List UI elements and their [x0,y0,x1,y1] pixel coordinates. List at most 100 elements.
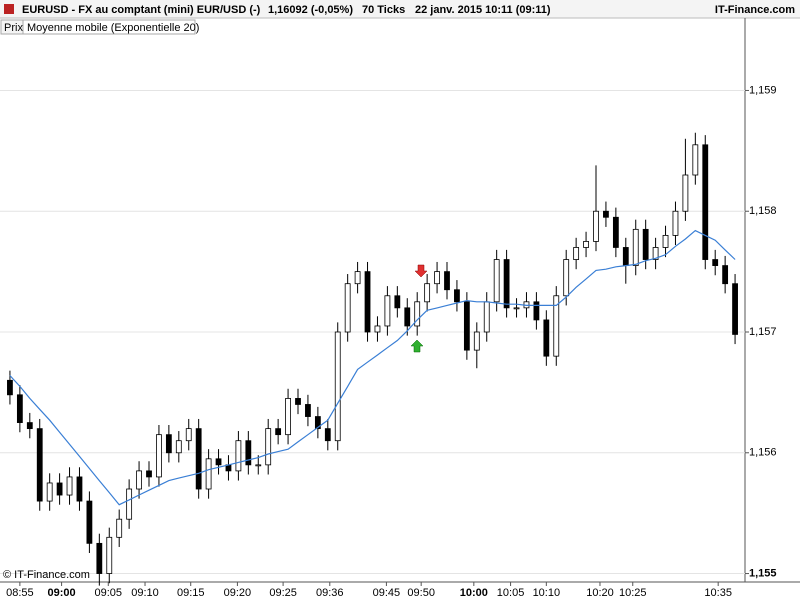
x-tick-label: 09:25 [269,587,297,599]
candle-body [175,440,182,454]
candle-body [344,283,351,333]
candle-body [265,428,272,466]
candle-body [632,228,639,266]
candle-body [593,210,599,242]
candle-body [86,500,93,544]
candle-body [285,398,291,436]
candle-body [76,476,83,502]
candle-body [444,271,450,291]
candle-body [136,470,142,490]
candle-body [543,319,550,357]
candle-body [16,394,23,423]
candle-body [672,210,679,236]
candle-body [652,247,659,260]
candle-body [305,404,311,417]
candle-body [712,259,719,266]
candle-body [364,271,371,333]
candle-body [533,301,540,321]
candle-body [374,325,381,333]
candle-body [7,379,13,396]
x-tick-label: 09:15 [177,587,205,599]
candle-body [314,416,321,430]
x-tick-label: 09:00 [48,587,76,599]
candle-body [56,482,63,496]
candle-body [573,247,580,260]
plot [0,89,749,586]
candle-body [116,518,123,538]
footer: © IT-Finance.com [3,569,90,581]
buy-signal [410,339,424,353]
header-symbol: EURUSD - FX au comptant (mini) EUR/USD (… [22,4,261,16]
header-brand: IT-Finance.com [715,4,795,16]
candle-body [563,259,570,297]
candle-body [553,295,560,357]
header-icon [4,4,14,14]
candle-body [583,241,589,248]
x-tick-label: 10:05 [497,587,525,599]
candle-body [26,422,33,430]
candle-body [185,428,192,442]
header-bar [0,0,800,18]
candle-body [473,331,480,351]
candle-body [215,458,222,466]
y-tick-label: 1,156 [749,447,777,459]
x-tick-label: 08:55 [6,587,34,599]
candle-body [324,428,331,442]
x-tick-label: 10:10 [533,587,561,599]
candle-body [46,482,53,502]
candle-body [66,476,73,496]
candle-body [275,428,282,436]
candle-body [195,428,202,490]
moving-average [9,229,736,506]
header-price: 1,16092 (-0,05%) [268,4,353,16]
x-tick-label: 09:10 [131,587,159,599]
candle-body [235,440,242,472]
candle-body [146,470,152,478]
candle-body [165,434,172,454]
candle-body [454,289,460,303]
candle-body [126,488,133,520]
header-period: 70 Ticks [362,4,405,16]
candle-body [245,440,252,466]
candle-body [36,428,43,502]
candle-body [384,295,391,327]
candle-body [434,271,440,285]
candle-body [404,307,411,327]
candle-body [702,144,709,260]
candle-body [295,398,301,405]
candle-body [354,271,361,285]
y-tick-label: 1,155 [749,567,777,579]
x-tick-label: 09:36 [316,587,344,599]
candle-body [642,228,649,260]
x-tick-label: 10:20 [586,587,614,599]
candle-body [334,331,341,442]
candle-body [106,536,113,574]
x-tick-label: 10:25 [619,587,647,599]
candle-body [493,259,500,303]
candle-body [622,247,629,266]
candle-body [394,295,401,309]
candle-body [255,464,262,467]
legend-candles: Prix [4,22,23,34]
candle-body [96,542,103,574]
x-tick-label: 10:35 [704,587,732,599]
candle-body [612,216,619,248]
sell-signal [414,264,428,278]
candle-body [483,301,490,333]
y-tick-label: 1,159 [749,84,777,96]
x-tick-label: 09:20 [224,587,252,599]
candle-body [662,234,669,248]
x-tick-label: 10:00 [460,587,488,599]
header-date: 22 janv. 2015 10:11 (09:11) [415,4,551,16]
candle-body [722,265,729,285]
candle-body [424,283,431,303]
candle-body [603,210,609,218]
candle-body [732,283,738,335]
x-tick-label: 09:50 [407,587,435,599]
x-tick-label: 09:05 [95,587,123,599]
y-tick-label: 1,158 [749,205,777,217]
candle-body [503,259,510,309]
candle-body [692,144,699,176]
legend-box [22,19,196,35]
candle-body [513,307,520,310]
